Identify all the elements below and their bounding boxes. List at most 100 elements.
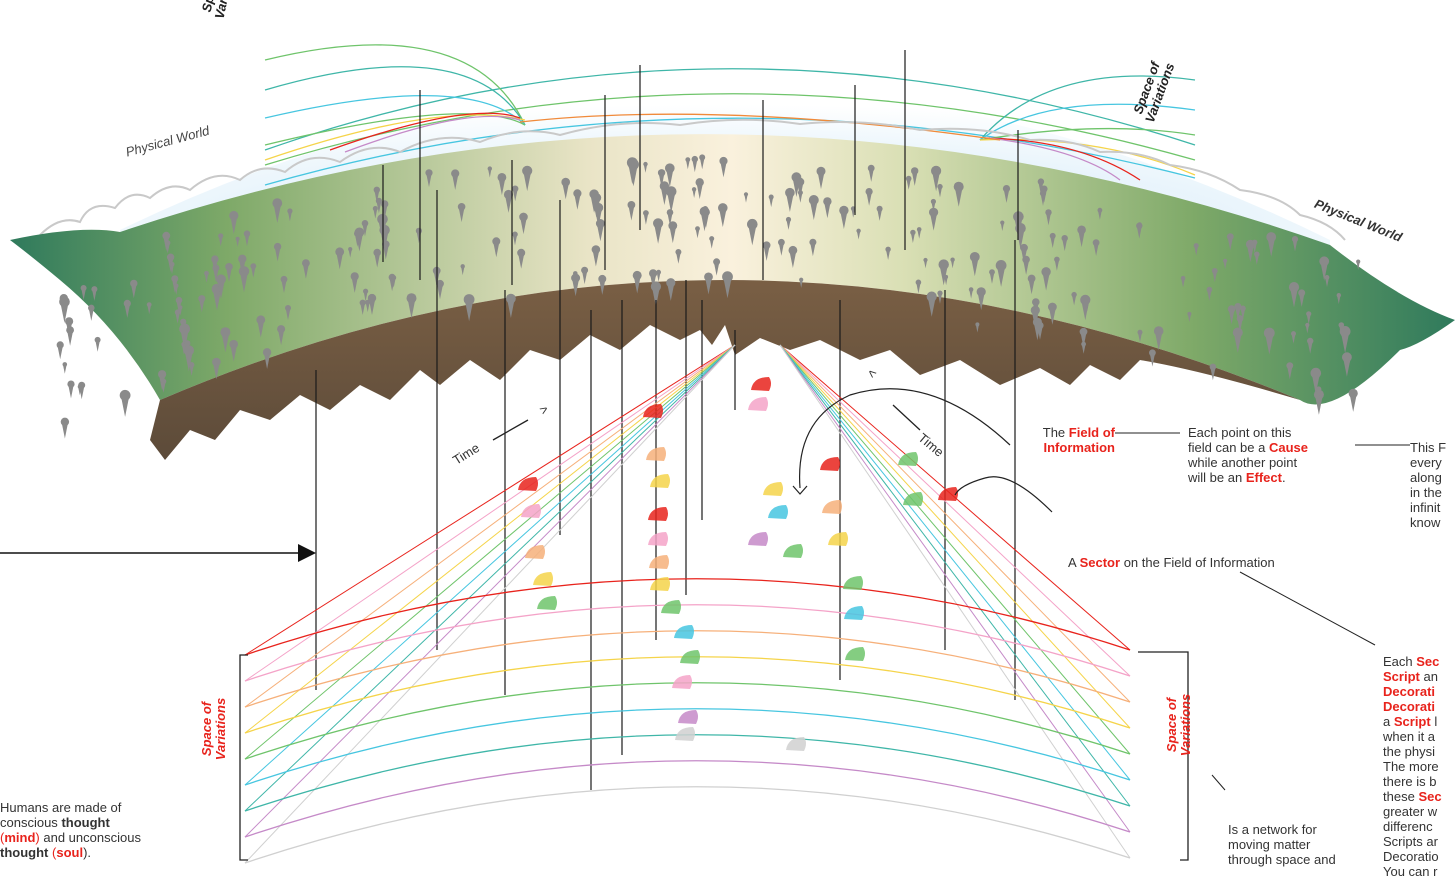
- ground-marker-stem: [285, 308, 291, 321]
- ground-marker-stem: [1137, 332, 1142, 343]
- curved-arrow-left-head: [792, 485, 808, 495]
- ground-marker-stem: [1237, 318, 1243, 332]
- ground-marker-stem: [88, 307, 94, 321]
- humans-text: Humans are made of conscious thought (mi…: [0, 800, 141, 860]
- ground-marker-stem: [702, 212, 710, 228]
- ground-marker-stem: [277, 329, 285, 346]
- variation-arc: [244, 578, 1131, 656]
- ground-marker-stem: [373, 208, 378, 219]
- bracket-left: [239, 654, 248, 861]
- ground-marker-stem: [1292, 239, 1298, 252]
- ground-marker-stem: [1020, 247, 1028, 264]
- ground-marker-stem: [723, 276, 732, 299]
- ground-marker-stem: [1097, 210, 1102, 220]
- ground-marker-stem: [669, 225, 677, 244]
- ground-marker-stem: [263, 352, 271, 369]
- ground-marker-stem: [518, 252, 525, 269]
- ground-marker-stem: [654, 223, 663, 244]
- sector-blobs: [518, 377, 958, 751]
- sector-blob: [845, 647, 865, 661]
- perspective-line-right: [779, 344, 1131, 859]
- sector-blob: [648, 532, 668, 546]
- ground-marker-stem: [581, 270, 588, 285]
- ground-marker-stem: [1050, 235, 1056, 248]
- ground-marker-stem: [1154, 331, 1163, 351]
- variation-arc: [244, 708, 1131, 786]
- ground-marker-stem: [1081, 344, 1086, 354]
- sector-blob: [763, 482, 783, 496]
- ground-marker-stem: [1048, 307, 1056, 325]
- ground-marker-stem: [184, 350, 193, 372]
- variation-arc: [244, 786, 1131, 864]
- ground-marker-stem: [798, 192, 803, 203]
- ground-marker-stem: [362, 223, 368, 237]
- ground-marker-stem: [1306, 313, 1311, 325]
- sector-blob: [898, 452, 918, 466]
- sector-blob: [938, 487, 958, 501]
- ground-marker-stem: [165, 242, 170, 254]
- ground-marker-stem: [175, 312, 180, 324]
- ground-marker-stem: [452, 173, 459, 190]
- curved-arrow-left: [798, 388, 1011, 489]
- ground-marker-stem: [1210, 366, 1216, 381]
- cause-effect-text: Each point on this field can be a Cause …: [1188, 425, 1308, 485]
- ground-marker-stem: [78, 386, 82, 396]
- ground-marker-stem: [866, 191, 872, 206]
- sector-blob: [650, 577, 670, 591]
- sector-blob: [822, 500, 842, 514]
- ground-marker-stem: [809, 200, 818, 220]
- leader-sector: [1239, 571, 1376, 646]
- sector-blob: [643, 404, 663, 418]
- curved-arrow-sector: [954, 476, 1053, 513]
- perspective-line-left: [244, 344, 736, 864]
- ground-marker-stem: [161, 381, 166, 393]
- ground-marker-stem: [705, 276, 712, 295]
- ground-marker-stem: [1078, 229, 1085, 248]
- ground-marker-stem: [230, 215, 238, 234]
- ground-marker-stem: [1291, 333, 1296, 344]
- sector-blob: [675, 727, 695, 741]
- ground-marker-stem: [824, 201, 831, 219]
- ground-marker-stem: [1305, 325, 1309, 334]
- sector-blob: [648, 507, 668, 521]
- ground-marker-stem: [180, 328, 189, 351]
- ground-marker-stem: [1337, 295, 1341, 304]
- ground-marker-stem: [213, 268, 219, 282]
- ground-marker-stem: [574, 193, 581, 210]
- ground-marker-stem: [274, 246, 281, 262]
- ground-marker-stem: [651, 286, 660, 307]
- ground-marker-stem: [1316, 389, 1321, 401]
- ground-marker-stem: [1325, 277, 1329, 288]
- ground-marker-stem: [840, 210, 848, 229]
- ground-marker-stem: [236, 238, 240, 247]
- ground-marker-stem: [685, 159, 690, 170]
- ground-marker-stem: [667, 282, 675, 301]
- cloud-edge: [39, 118, 1346, 241]
- ground-marker-stem: [699, 157, 705, 170]
- ground-marker-stem: [916, 282, 921, 294]
- ground-marker-stem: [786, 219, 791, 230]
- ground-marker-stem: [1235, 306, 1241, 321]
- perspective-line-right: [779, 344, 1131, 677]
- perspective-line-left: [244, 344, 736, 656]
- ground-marker-stem: [336, 251, 344, 270]
- ground-marker-stem: [971, 256, 979, 277]
- variation-arc: [244, 604, 1131, 682]
- bracket-right: [1138, 651, 1189, 861]
- ground-marker-stem: [239, 271, 249, 293]
- ground-marker-stem: [95, 339, 100, 352]
- ground-marker-stem: [944, 276, 948, 286]
- sector-blob: [748, 532, 768, 546]
- ground-marker-stem: [989, 272, 995, 284]
- ground-marker-stem: [1054, 259, 1060, 271]
- ground-marker-stem: [1311, 373, 1320, 395]
- sector-blob: [646, 447, 666, 461]
- ground-marker-stem: [178, 307, 183, 316]
- ground-marker-stem: [1181, 278, 1185, 288]
- ground-marker-stem: [1287, 365, 1293, 380]
- ground-marker-stem: [917, 229, 922, 239]
- ground-marker-stem: [977, 291, 985, 311]
- ground-marker-stem: [354, 233, 361, 247]
- space-of-variations-bottom-right: Space of Variations: [1164, 693, 1193, 757]
- ground-marker-stem: [302, 263, 309, 279]
